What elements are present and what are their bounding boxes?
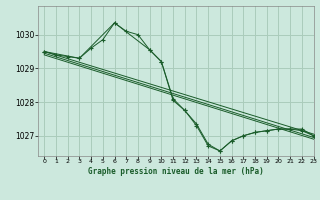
X-axis label: Graphe pression niveau de la mer (hPa): Graphe pression niveau de la mer (hPa) [88, 167, 264, 176]
